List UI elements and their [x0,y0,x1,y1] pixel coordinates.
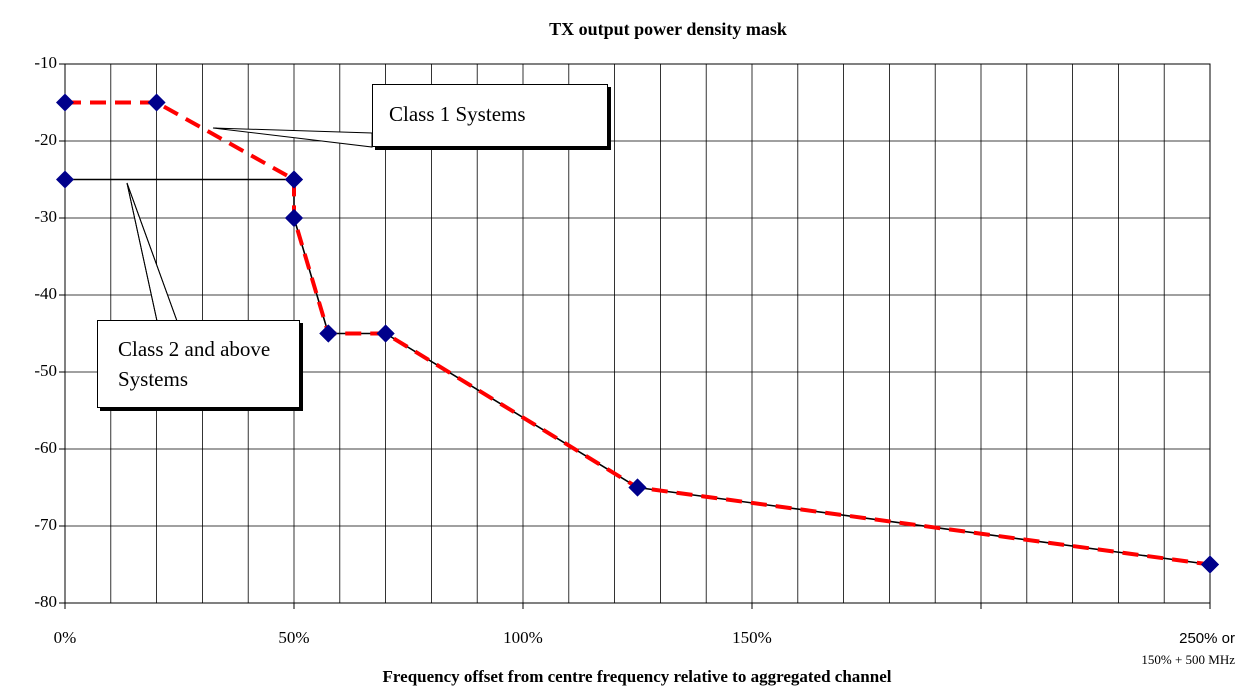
x-axis-title: Frequency offset from centre frequency r… [383,667,892,686]
x-tick-label: 100% [503,628,543,647]
y-tick-label: -60 [34,438,57,457]
series-line [65,100,1211,567]
callout-pointer [126,182,158,322]
y-tick-label: -10 [34,53,57,72]
point-marker [628,478,647,497]
x-tick-label: 250% or [1179,630,1235,647]
chart-title: TX output power density mask [549,19,787,39]
x-tick-label: 150% + 500 MHz [1141,652,1235,667]
y-tick-label: -30 [34,207,57,226]
series-label: Class 2 and above Systems [97,320,300,408]
point-marker [56,93,74,112]
point-marker [147,93,166,112]
callout-pointer [126,182,178,322]
series-label: Class 1 Systems [372,84,608,147]
y-tick-label: -20 [34,130,57,149]
x-tick-label: 0% [54,628,77,647]
y-tick-label: -70 [34,515,57,534]
point-marker [56,170,74,189]
point-marker [376,324,395,343]
x-tick-label: 150% [732,628,772,647]
point-marker [1201,555,1219,574]
y-tick-label: -50 [34,361,57,380]
y-tick-label: -40 [34,284,57,303]
point-marker [319,324,338,343]
y-tick-label: -80 [34,592,57,611]
point-marker [285,209,303,227]
point-marker [285,170,303,189]
x-tick-label: 50% [278,628,309,647]
